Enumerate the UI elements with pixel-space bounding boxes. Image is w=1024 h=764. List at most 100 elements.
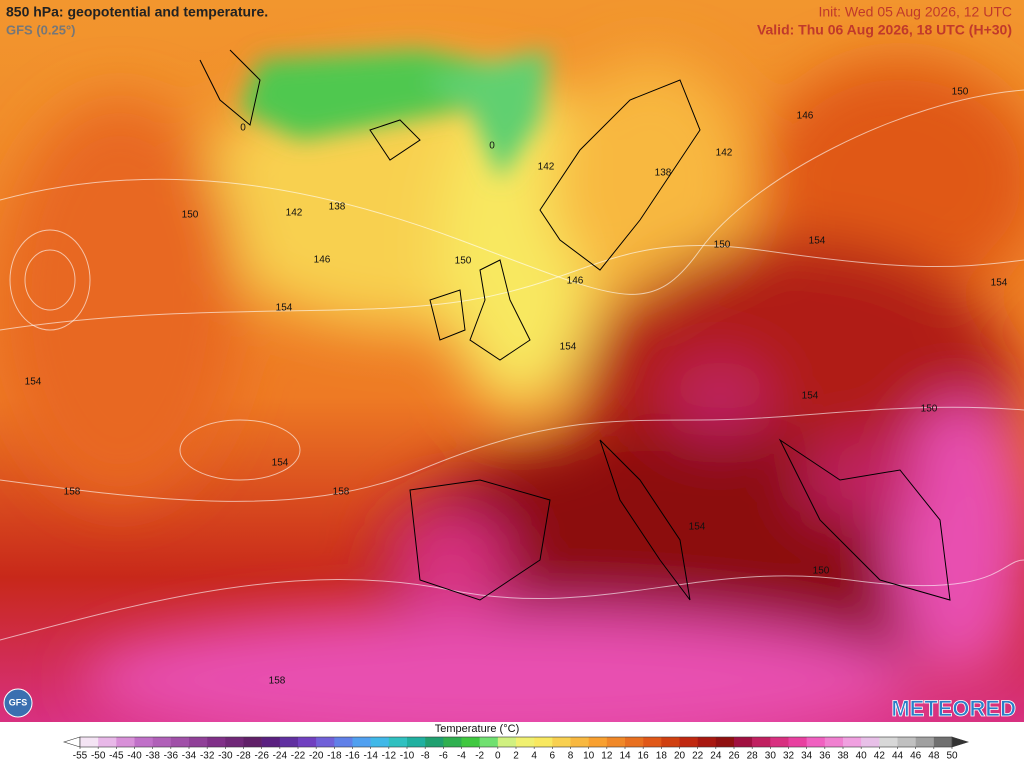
contour-label: 154	[802, 391, 819, 402]
colorbar-tick-label: -50	[91, 751, 106, 762]
colorbar-segment	[752, 737, 771, 747]
contour-label: 150	[921, 404, 938, 415]
colorbar-segment	[625, 737, 644, 747]
colorbar-segment	[479, 737, 499, 747]
colorbar-segment	[824, 737, 844, 747]
colorbar: -55 -50 -45 -40 -38 -36 -34 -32 -30 -28 -26 -24 -22-…	[62, 736, 970, 762]
colorbar-tick-label: -40	[127, 751, 142, 762]
brand-logo: METEORED	[891, 696, 1016, 721]
contour-label: 138	[329, 202, 346, 213]
colorbar-tick-label: -22	[291, 751, 306, 762]
colorbar-segment	[189, 737, 208, 747]
contour-label: 142	[716, 148, 733, 159]
colorbar-segment	[606, 737, 626, 747]
contour-label: 154	[272, 458, 289, 469]
colorbar-segment	[497, 737, 517, 747]
colorbar-tick-label: 44	[892, 751, 904, 762]
contour-label: 150	[455, 256, 472, 267]
contour-label: 142	[286, 208, 303, 219]
colorbar-segment	[570, 737, 589, 747]
colorbar-tick-label: -4	[457, 751, 466, 762]
contour-label: 154	[809, 236, 826, 247]
colorbar-tick-label: 24	[710, 751, 722, 762]
colorbar-segment	[879, 737, 898, 747]
colorbar-segment	[243, 737, 262, 747]
colorbar-tick-label: -16	[345, 751, 360, 762]
colorbar-segment	[534, 737, 553, 747]
contour-label: 0	[489, 141, 495, 152]
colorbar-segment	[316, 737, 335, 747]
colorbar-segment	[388, 737, 408, 747]
colorbar-tick-label: 16	[638, 751, 650, 762]
colorbar-title: Temperature (°C)	[435, 723, 519, 735]
model-logo-text: GFS	[9, 697, 28, 707]
colorbar-segment	[516, 737, 535, 747]
colorbar-tick-label: 8	[568, 751, 574, 762]
colorbar-tick-label: 40	[856, 751, 868, 762]
colorbar-tick-label: -24	[273, 751, 288, 762]
colorbar-tick-label: -55	[73, 751, 88, 762]
colorbar-tick-label: 10	[583, 751, 595, 762]
contour-label: 150	[813, 566, 830, 577]
colorbar-segment	[715, 737, 735, 747]
colorbar-tick-label: 50	[946, 751, 958, 762]
colorbar-segment	[461, 737, 480, 747]
colorbar-tick-label: -26	[254, 751, 269, 762]
colorbar-tick-label: -45	[109, 751, 124, 762]
colorbar-frame	[79, 736, 953, 748]
colorbar-tick-label: -36	[164, 751, 179, 762]
colorbar-tick-label: 36	[819, 751, 831, 762]
colorbar-segment	[806, 737, 826, 747]
colorbar-segment	[407, 737, 426, 747]
model-logo	[3, 688, 33, 718]
colorbar-tick-label: 4	[531, 751, 537, 762]
colorbar-tick-label: -34	[182, 751, 197, 762]
colorbar-segment	[679, 737, 698, 747]
colorbar-segment	[334, 737, 353, 747]
contour-label: 154	[991, 278, 1008, 289]
contour-label: 150	[952, 87, 969, 98]
colorbar-tick-label: -30	[218, 751, 233, 762]
colorbar-segment	[352, 737, 371, 747]
colorbar-tick-label: -2	[475, 751, 484, 762]
colorbar-tick-label: -32	[200, 751, 215, 762]
colorbar-tick-label: -8	[421, 751, 430, 762]
colorbar-segment	[170, 737, 190, 747]
contour-label: 138	[655, 168, 672, 179]
map-title: 850 hPa: geopotential and temperature.	[6, 4, 268, 20]
colorbar-segment	[734, 737, 753, 747]
colorbar-tick-label: 42	[874, 751, 886, 762]
contour-label: 154	[25, 377, 42, 388]
colorbar-tick-label: 30	[765, 751, 777, 762]
colorbar-tick-label: -6	[439, 751, 448, 762]
colorbar-tick-label: 22	[692, 751, 704, 762]
colorbar-tick-label: -18	[327, 751, 342, 762]
colorbar-segment	[443, 737, 462, 747]
colorbar-tick-label: 48	[928, 751, 940, 762]
colorbar-segment	[370, 737, 390, 747]
colorbar-tick-label: -20	[309, 751, 324, 762]
colorbar-tick-label: 32	[783, 751, 795, 762]
colorbar-segment	[207, 737, 226, 747]
colorbar-segment	[933, 737, 953, 747]
valid-time: Valid: Thu 06 Aug 2026, 18 UTC (H+30)	[757, 22, 1012, 38]
colorbar-tick-label: 2	[513, 751, 519, 762]
contour-label: 158	[269, 676, 286, 687]
colorbar-segment	[788, 737, 807, 747]
colorbar-segment	[152, 737, 172, 747]
colorbar-tick-label: 46	[910, 751, 922, 762]
colorbar-segment	[80, 737, 99, 747]
contour-label: 154	[276, 303, 293, 314]
colorbar-segment	[661, 737, 680, 747]
colorbar-tick-label: -10	[400, 751, 415, 762]
colorbar-tick-label: 0	[495, 751, 501, 762]
init-time: Init: Wed 05 Aug 2026, 12 UTC	[818, 4, 1012, 20]
colorbar-tick-label: -28	[236, 751, 251, 762]
colorbar-tick-label: 20	[674, 751, 686, 762]
colorbar-segment	[843, 737, 862, 747]
colorbar-segment	[588, 737, 608, 747]
colorbar-tick-label: 26	[728, 751, 740, 762]
colorbar-tick-label: 28	[747, 751, 759, 762]
